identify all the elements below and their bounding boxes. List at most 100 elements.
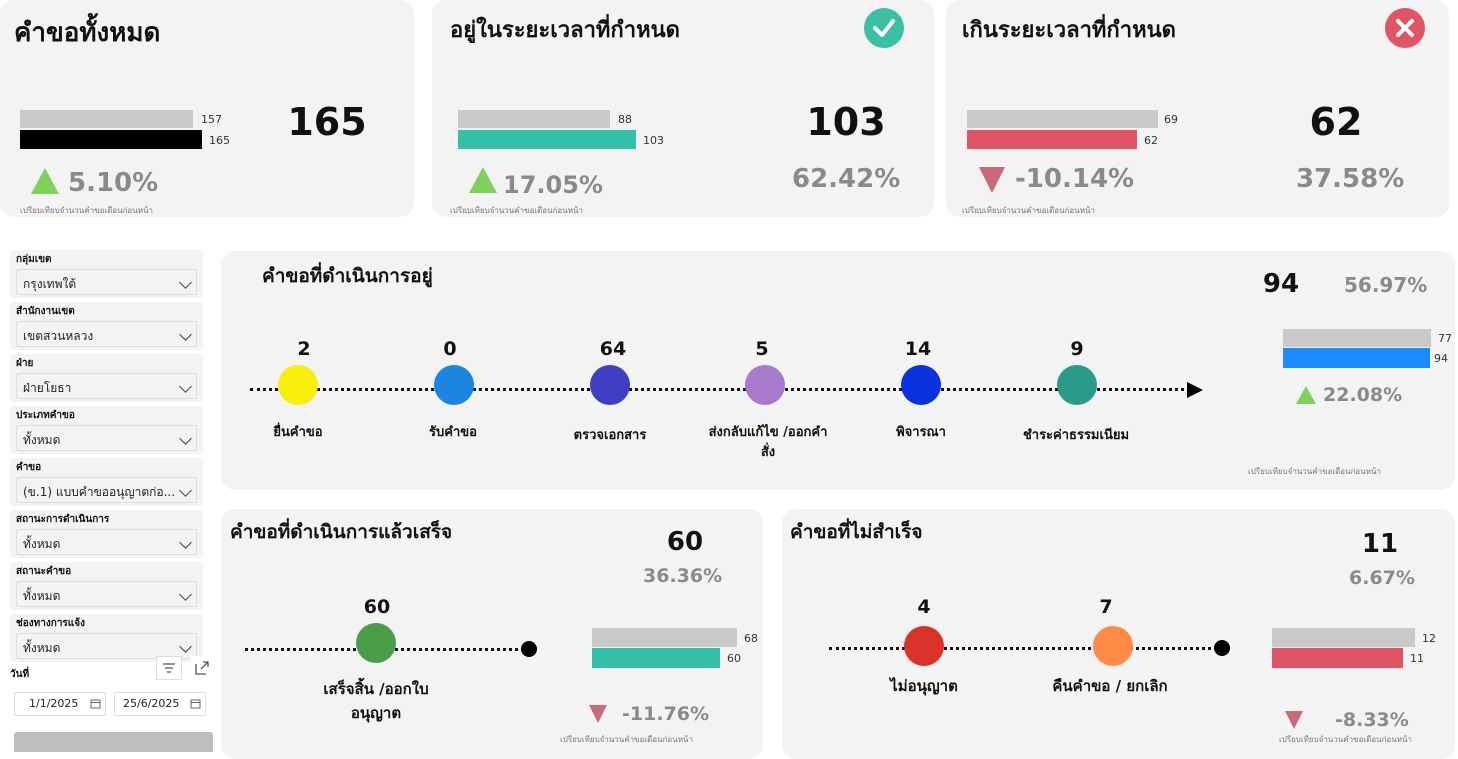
timeline-end-dot [1214, 640, 1230, 656]
kpi-ontime-prev-label: 88 [618, 113, 632, 126]
step-count: 64 [599, 338, 627, 360]
timeline-end-dot [521, 641, 537, 657]
filter-panel: กลุ่มเขต กรุงเทพใต้ สำนักงานเขต เขตสวนหล… [0, 245, 215, 752]
kpi-ontime-value: 103 [806, 100, 886, 144]
filter-value: เขตสวนหลวง [23, 329, 94, 343]
step-label: ตรวจเอกสาร [573, 428, 647, 443]
filter-district-office-select[interactable]: เขตสวนหลวง [16, 321, 197, 347]
step-label: รับคำขอ [429, 425, 477, 440]
filter-label: ฝ่าย [16, 358, 34, 369]
filter-value: ทั้งหมด [23, 433, 61, 447]
focus-mode-button[interactable] [190, 656, 214, 680]
filter-value: ฝ่ายโยธา [23, 381, 72, 395]
x-circle-icon [1385, 8, 1425, 48]
filter-icon [163, 663, 175, 673]
kpi-overdue-curr-bar [967, 130, 1137, 149]
kpi-ontime-prev-bar [458, 110, 610, 128]
step-completed-dot [356, 623, 396, 663]
step-label: เสร็จสิ้น /ออกใบอนุญาต [323, 680, 429, 722]
filter-label: สถานะการดำเนินการ [16, 514, 110, 525]
kpi-overdue-title: เกินระยะเวลาที่กำหนด [962, 18, 1176, 43]
filter-zone-group: กลุ่มเขต กรุงเทพใต้ [10, 250, 203, 298]
kpi-total-title: คำขอทั้งหมด [14, 18, 161, 48]
completed-card: คำขอที่ดำเนินการแล้วเสร็จ 60 36.36% 60 เ… [221, 509, 763, 759]
filter-value: (ข.1) แบบคำขออนุญาตก่อ... [23, 485, 176, 499]
kpi-overdue-curr-label: 62 [1144, 134, 1158, 147]
kpi-total-prev-label: 157 [201, 113, 222, 126]
filter-request-select[interactable]: (ข.1) แบบคำขออนุญาตก่อ... [16, 477, 197, 503]
kpi-ontime-change: 17.05% [503, 171, 603, 199]
trend-up-icon [31, 168, 59, 194]
trend-down-icon [979, 167, 1005, 193]
filter-request-status-select[interactable]: ทั้งหมด [16, 581, 197, 607]
filter-zone-group-select[interactable]: กรุงเทพใต้ [16, 269, 197, 295]
failed-change: -8.33% [1335, 709, 1409, 731]
step-count: 14 [904, 338, 932, 360]
in-progress-prev-bar [1283, 329, 1431, 347]
date-start-input[interactable]: 1/1/2025 [14, 692, 106, 716]
step-count: 4 [917, 596, 931, 618]
step-label: คืนคำขอ / ยกเลิก [1052, 677, 1168, 695]
trend-down-icon [589, 705, 607, 723]
step-count: 0 [443, 338, 457, 360]
chevron-down-icon [179, 640, 192, 653]
failed-prev-label: 12 [1422, 632, 1436, 645]
date-end-value: 25/6/2025 [123, 697, 180, 710]
date-end-input[interactable]: 25/6/2025 [114, 692, 206, 716]
chevron-down-icon [179, 276, 192, 289]
kpi-overdue-compare-note: เปรียบเทียบจำนวนคำขอเดือนก่อนหน้า [962, 206, 1095, 215]
filter-process-status-select[interactable]: ทั้งหมด [16, 529, 197, 555]
in-progress-change: 22.08% [1323, 384, 1403, 406]
filter-icon-button[interactable] [156, 656, 182, 680]
chevron-down-icon [179, 484, 192, 497]
step-label: ยื่นคำขอ [273, 425, 323, 440]
filter-request-type: ประเภทคำขอ ทั้งหมด [10, 406, 203, 454]
filter-value: ทั้งหมด [23, 641, 61, 655]
expand-icon [195, 661, 209, 675]
filter-request-type-select[interactable]: ทั้งหมด [16, 425, 197, 451]
kpi-total-prev-bar [20, 110, 193, 128]
date-filter-label: วันที่ [10, 669, 30, 680]
filter-value: ทั้งหมด [23, 589, 61, 603]
date-start-value: 1/1/2025 [29, 697, 79, 710]
in-progress-card: คำขอที่ดำเนินการอยู่ 94 56.97% 2 ยื่นคำข… [221, 251, 1455, 490]
completed-share: 36.36% [643, 565, 723, 587]
filter-value: ทั้งหมด [23, 537, 61, 551]
step-count: 60 [363, 596, 391, 618]
failed-value: 11 [1361, 529, 1399, 559]
filter-department-select[interactable]: ฝ่ายโยธา [16, 373, 197, 399]
trend-down-icon [1285, 711, 1303, 729]
step-count: 2 [297, 338, 311, 360]
step-count: 7 [1099, 596, 1113, 618]
step-returned-cancelled-dot [1093, 626, 1133, 666]
completed-compare-note: เปรียบเทียบจำนวนคำขอเดือนก่อนหน้า [560, 735, 693, 744]
step-label: ชำระค่าธรรมเนียม [1022, 428, 1130, 443]
calendar-icon [90, 699, 101, 709]
kpi-card-total: คำขอทั้งหมด 157 165 165 5.10% เปรียบเทีย… [0, 0, 414, 217]
kpi-total-curr-label: 165 [209, 134, 230, 147]
step-document-check-dot [590, 365, 630, 405]
completed-curr-label: 60 [727, 652, 741, 665]
in-progress-share: 56.97% [1344, 273, 1428, 297]
filter-label: ช่องทางการแจ้ง [16, 618, 85, 629]
filter-department: ฝ่าย ฝ่ายโยธา [10, 354, 203, 402]
arrow-right-icon [1187, 382, 1203, 398]
trend-up-icon [469, 167, 497, 193]
filter-district-office: สำนักงานเขต เขตสวนหลวง [10, 302, 203, 350]
in-progress-prev-label: 77 [1438, 332, 1452, 345]
clear-filters-button[interactable] [14, 732, 213, 752]
in-progress-compare-note: เปรียบเทียบจำนวนคำขอเดือนก่อนหน้า [1248, 467, 1381, 476]
calendar-icon [190, 699, 201, 709]
kpi-ontime-share: 62.42% [792, 164, 901, 194]
failed-title: คำขอที่ไม่สำเร็จ [790, 521, 923, 543]
filter-channel-select[interactable]: ทั้งหมด [16, 633, 197, 659]
kpi-overdue-share: 37.58% [1296, 164, 1405, 194]
chevron-down-icon [179, 328, 192, 341]
kpi-total-change: 5.10% [68, 168, 159, 198]
step-label: ไม่อนุญาต [890, 677, 958, 695]
completed-value: 60 [666, 527, 704, 557]
kpi-ontime-title: อยู่ในระยะเวลาที่กำหนด [450, 18, 680, 43]
in-progress-curr-label: 94 [1434, 352, 1448, 365]
step-label: พิจารณา [896, 425, 946, 440]
filter-label: สำนักงานเขต [16, 306, 75, 317]
